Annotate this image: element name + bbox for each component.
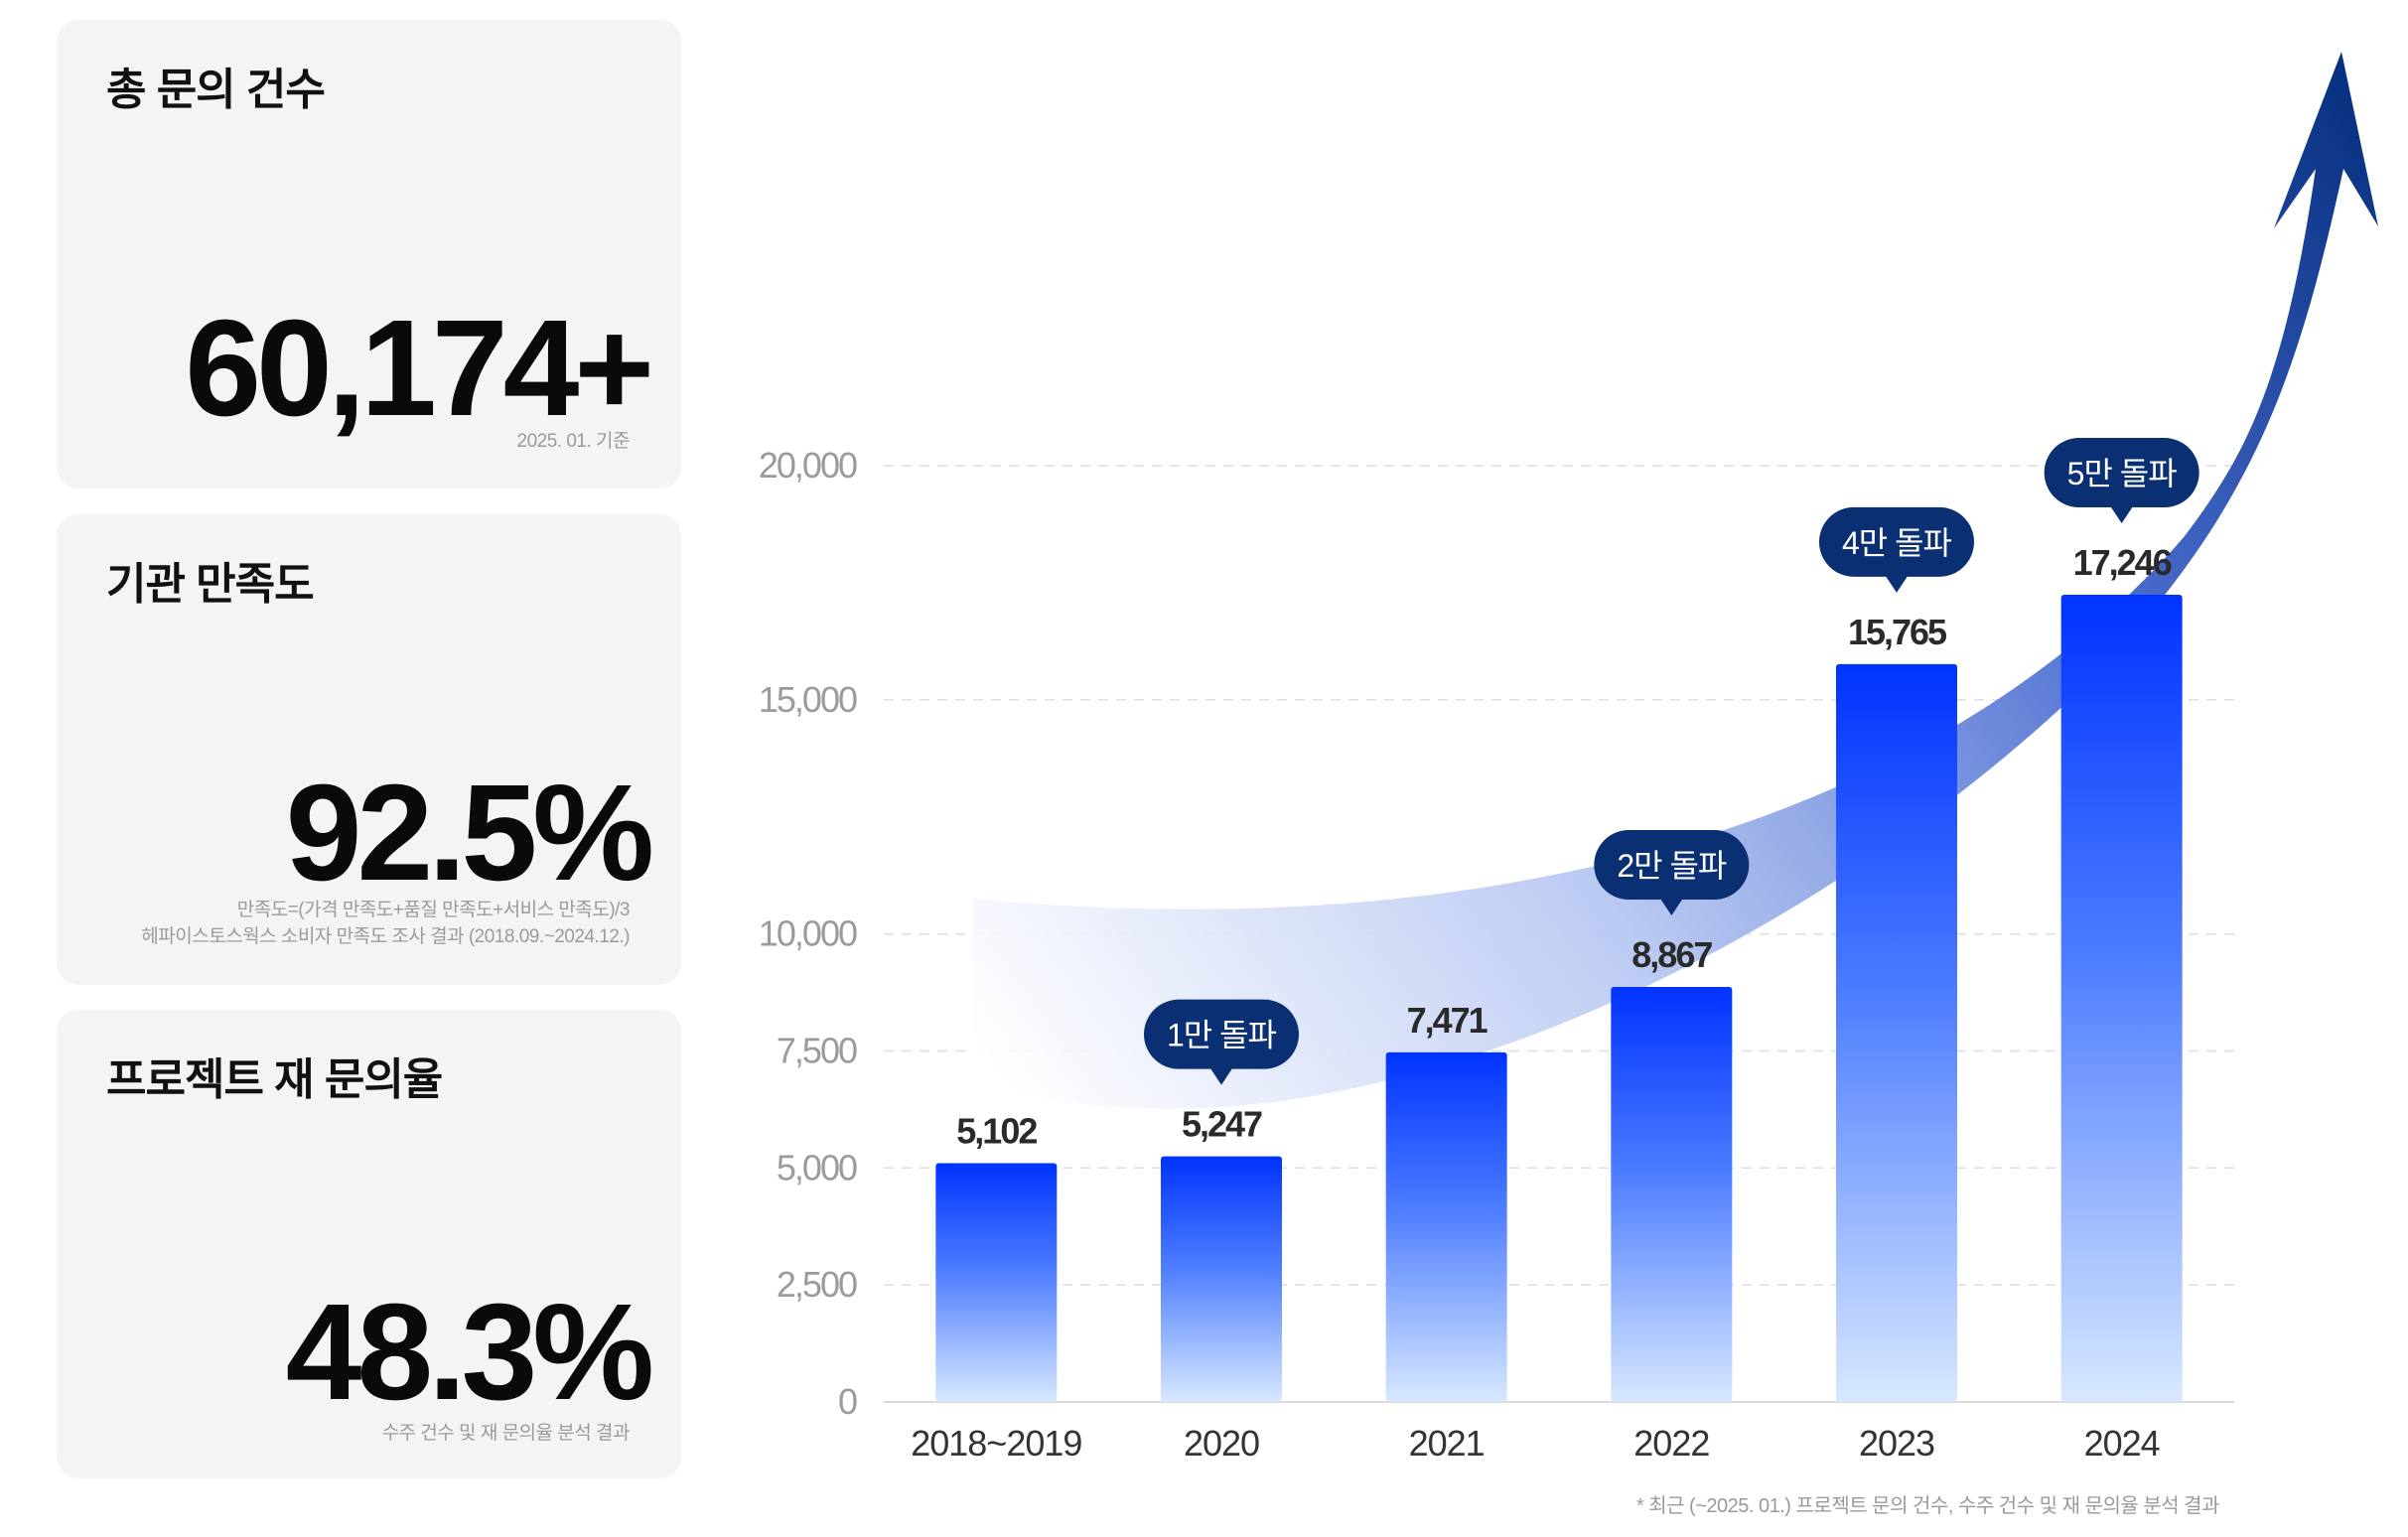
- milestone-label: 4만 돌파: [1842, 525, 1952, 561]
- milestone-badge: 4만 돌파: [1819, 506, 1974, 593]
- bar: [1836, 663, 1957, 1402]
- y-tick-label: 7,500: [777, 1030, 857, 1070]
- card-title: 프로젝트 재 문의율: [106, 1055, 443, 1104]
- milestone-badge: 2만 돌파: [1594, 830, 1750, 916]
- card-note: 2025. 01. 기준: [516, 429, 631, 456]
- bar-value-label: 17,246: [2073, 542, 2172, 583]
- bar-value-label: 15,765: [1848, 612, 1947, 652]
- milestone-label: 5만 돌파: [2067, 456, 2178, 491]
- y-tick-label: 10,000: [759, 913, 857, 954]
- card-note-line: 헤파이스토스웍스 소비자 만족도 조사 결과 (2018.09.~2024.12…: [141, 925, 630, 947]
- grid-layer: 0 2,500 5,000 7,500 10,000 15,000 20,000: [759, 445, 2234, 1422]
- x-tick-label: 2023: [1859, 1423, 1934, 1464]
- milestone-pointer: [1209, 1066, 1233, 1085]
- card-note-line: 2025. 01. 기준: [516, 431, 631, 452]
- y-tick-label: 0: [838, 1381, 857, 1422]
- y-tick-label: 20,000: [759, 445, 857, 486]
- x-tick-label: 2021: [1409, 1423, 1485, 1464]
- bars-layer: [935, 595, 2183, 1402]
- x-tick-label: 2024: [2084, 1423, 2160, 1464]
- card-note: 수주 건수 및 재 문의율 분석 결과: [381, 1421, 631, 1448]
- milestone-label: 1만 돌파: [1167, 1018, 1277, 1053]
- chart-footnote: * 최근 (~2025. 01.) 프로젝트 문의 건수, 수주 건수 및 재 …: [1635, 1495, 2220, 1517]
- bar: [1161, 1156, 1282, 1402]
- milestone-bubble: [1594, 830, 1750, 901]
- card-note: 만족도=(가격 만족도+품질 만족도+서비스 만족도)/3 헤파이스토스웍스 소…: [141, 898, 630, 950]
- y-tick-label: 5,000: [777, 1147, 857, 1188]
- bar-value-label: 5,102: [956, 1110, 1037, 1151]
- x-tick-label: 2018~2019: [911, 1423, 1081, 1464]
- labels-layer: 5,102 2018~2019 5,247 2020 7,471 2021 8,867 202…: [911, 438, 2199, 1464]
- card-value: 48.3%: [285, 1276, 654, 1429]
- card-value: 92.5%: [285, 757, 654, 909]
- milestone-bubble: [1144, 999, 1299, 1069]
- bar-value-label: 5,247: [1182, 1104, 1262, 1145]
- bar: [935, 1163, 1058, 1402]
- milestone-badge: 5만 돌파: [2044, 438, 2199, 524]
- card-note-line: 만족도=(가격 만족도+품질 만족도+서비스 만족도)/3: [236, 900, 631, 920]
- milestone-pointer: [1885, 574, 1909, 593]
- y-tick-label: 15,000: [759, 679, 857, 720]
- y-tick-label: 2,500: [777, 1264, 857, 1305]
- milestone-label: 2만 돌파: [1617, 848, 1727, 884]
- bar-value-label: 7,471: [1407, 1000, 1488, 1041]
- card-note-line: 수주 건수 및 재 문의율 분석 결과: [381, 1423, 631, 1444]
- stat-card-satisfaction: 기관 만족도 92.5% 만족도=(가격 만족도+품질 만족도+서비스 만족도)…: [57, 514, 681, 985]
- stat-card-total-inquiries: 총 문의 건수 60,174+ 2025. 01. 기준: [57, 20, 681, 489]
- card-title: 기관 만족도: [106, 560, 315, 609]
- bar: [2060, 595, 2183, 1402]
- x-tick-label: 2020: [1184, 1423, 1259, 1464]
- x-tick-label: 2022: [1633, 1423, 1709, 1464]
- milestone-pointer: [1659, 898, 1684, 916]
- bar: [1385, 1051, 1507, 1402]
- milestone-bubble: [1819, 506, 1974, 577]
- card-value: 60,174+: [185, 292, 654, 445]
- card-title: 총 문의 건수: [106, 66, 326, 114]
- bar: [1611, 987, 1733, 1402]
- milestone-pointer: [2109, 505, 2134, 524]
- stat-card-reinquiry-rate: 프로젝트 재 문의율 48.3% 수주 건수 및 재 문의율 분석 결과: [57, 1010, 681, 1478]
- milestone-bubble: [2044, 438, 2199, 508]
- bar-value-label: 8,867: [1631, 934, 1712, 975]
- milestone-badge: 1만 돌파: [1144, 999, 1299, 1085]
